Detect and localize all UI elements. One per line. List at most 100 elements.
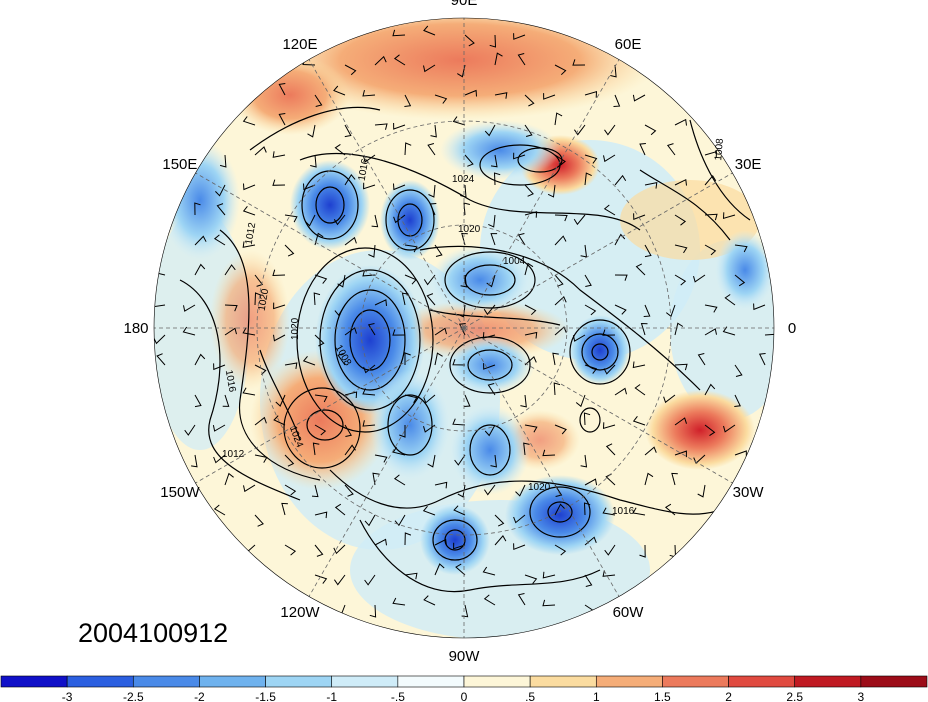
wind-barb: [632, 507, 646, 516]
wind-barb: [634, 384, 646, 396]
longitude-labels: 90E 60E 30E 0 30W 60W 90W 120W 150W 180 150E 120E: [123, 0, 796, 665]
wind-barb: [243, 484, 256, 493]
contour-label: 1016: [223, 369, 238, 393]
map-boundary: [153, 17, 775, 639]
colorbar-tick-label: 3: [858, 690, 865, 702]
wind-barb: [182, 326, 196, 336]
wind-barb: [633, 213, 646, 221]
colorbar-tick-label: -1.5: [255, 690, 276, 702]
wind-barb: [242, 116, 256, 126]
wind-barb: [554, 424, 567, 435]
wind-barb: [393, 183, 406, 191]
colorbar-swatch: [66, 675, 134, 688]
wind-barb: [554, 295, 567, 306]
colorbar-tick-label: -2.5: [123, 690, 144, 702]
wind-barb: [584, 304, 597, 316]
wind-barb: [362, 89, 376, 97]
wind-barb: [215, 184, 226, 197]
wind-barb: [513, 543, 526, 551]
wind-barb: [344, 484, 354, 497]
wind-barb: [575, 394, 586, 408]
wind-barb: [362, 388, 376, 396]
wind-barb: [278, 83, 286, 96]
wind-barb: [213, 234, 226, 246]
wind-barb: [722, 212, 736, 219]
wind-barb: [674, 214, 687, 226]
wind-barb: [583, 502, 591, 516]
colorbar-tick-label: -3: [62, 690, 73, 702]
meridian-line: [195, 172, 465, 329]
wind-barb: [404, 572, 418, 580]
wind-barb: [614, 304, 627, 315]
wind-barb: [367, 323, 376, 336]
wind-barb: [464, 89, 477, 97]
wind-barb: [344, 391, 358, 399]
wind-barb: [242, 387, 256, 396]
wind-barb: [584, 172, 592, 186]
wind-barb: [482, 566, 496, 576]
wind-barb: [517, 233, 526, 246]
wind-barb: [452, 359, 466, 366]
wind-barb: [392, 29, 406, 37]
wind-barb: [314, 274, 328, 284]
wind-barb: [542, 599, 556, 607]
wind-barb: [194, 353, 206, 366]
wind-barb: [554, 154, 566, 166]
date-label: 2004100912: [78, 618, 229, 648]
wind-barb: [254, 416, 267, 426]
contour-label: 1012: [222, 449, 245, 460]
wind-barb: [303, 183, 316, 191]
wind-barb: [632, 415, 646, 426]
wind-barb: [513, 33, 526, 40]
longitude-label-lon-90w: 90W: [449, 648, 481, 665]
wind-barb: [463, 202, 471, 216]
wind-barb: [392, 329, 406, 336]
wind-barb: [422, 505, 436, 516]
wind-barb: [314, 511, 328, 519]
wind-barb: [364, 514, 376, 527]
wind-barb: [524, 424, 538, 433]
wind-barb: [333, 574, 346, 586]
wind-barb: [242, 241, 256, 248]
wind-barb: [524, 124, 533, 137]
wind-barb: [554, 214, 568, 222]
contour-label: 1016: [357, 158, 372, 182]
wind-barb: [494, 514, 505, 527]
wind-barb: [493, 172, 501, 186]
wind-barb: [219, 154, 227, 168]
wind-barb: [428, 184, 436, 198]
wind-barb: [644, 446, 657, 456]
wind-barb: [334, 503, 346, 516]
wind-barb: [154, 334, 166, 345]
wind-barb: [604, 124, 616, 136]
wind-barb: [639, 544, 646, 558]
wind-barb: [312, 442, 320, 456]
wind-barb: [553, 382, 561, 396]
wind-barb: [427, 454, 436, 468]
wind-barb: [254, 454, 268, 463]
wind-barb: [364, 574, 376, 586]
wind-barb: [344, 327, 357, 336]
wind-barb: [392, 446, 406, 456]
wind-barb: [457, 304, 466, 318]
wind-barb: [572, 334, 586, 342]
wind-barb: [639, 143, 646, 156]
wind-barb: [643, 304, 651, 317]
meridian-line: [463, 172, 733, 329]
wind-barb: [520, 394, 527, 408]
contour-label: 1020: [257, 288, 272, 312]
wind-barb: [602, 422, 616, 429]
wind-barb: [362, 269, 376, 277]
wind-barb: [314, 232, 324, 246]
wind-barb: [404, 274, 417, 285]
contour-label: 1020: [458, 224, 481, 235]
wind-barb: [363, 182, 376, 190]
wind-barb: [603, 364, 616, 375]
wind-barb: [542, 571, 556, 579]
wind-barb: [524, 574, 538, 584]
meridian-line: [463, 59, 620, 329]
wind-barb: [394, 514, 406, 527]
wind-barb: [734, 244, 748, 253]
colorbar-swatch: [794, 675, 862, 688]
